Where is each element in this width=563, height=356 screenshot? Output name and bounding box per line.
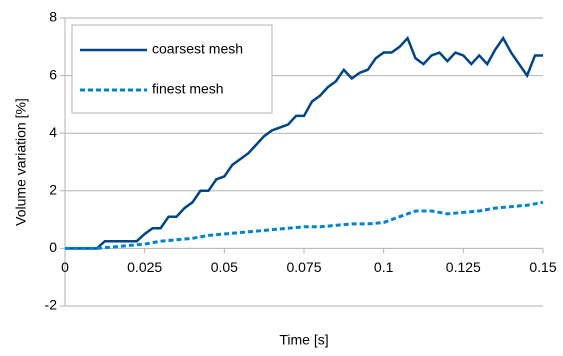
legend-label: finest mesh xyxy=(152,81,224,97)
x-tick-label: 0.1 xyxy=(374,259,394,275)
series-line xyxy=(65,200,544,250)
x-tick-label: 0.05 xyxy=(211,259,238,275)
x-tick-label: 0.025 xyxy=(127,259,162,275)
y-tick-label: 2 xyxy=(49,182,57,198)
legend-box xyxy=(71,24,273,114)
y-tick-label: 4 xyxy=(49,124,57,140)
series-line xyxy=(65,35,543,250)
x-tick-label: 0.125 xyxy=(446,259,481,275)
x-tick-label: 0.075 xyxy=(286,259,321,275)
legend-label: coarsest mesh xyxy=(152,41,243,57)
x-axis-label: Time [s] xyxy=(279,332,328,348)
y-axis-label: Volume variation [%] xyxy=(13,98,29,226)
x-tick-label: 0 xyxy=(61,259,69,275)
y-tick-label: 0 xyxy=(49,239,57,255)
x-tick-label: 0.15 xyxy=(529,259,556,275)
y-tick-label: 8 xyxy=(49,9,57,25)
y-tick-label: 6 xyxy=(49,66,57,82)
y-tick-label: -2 xyxy=(45,297,58,313)
